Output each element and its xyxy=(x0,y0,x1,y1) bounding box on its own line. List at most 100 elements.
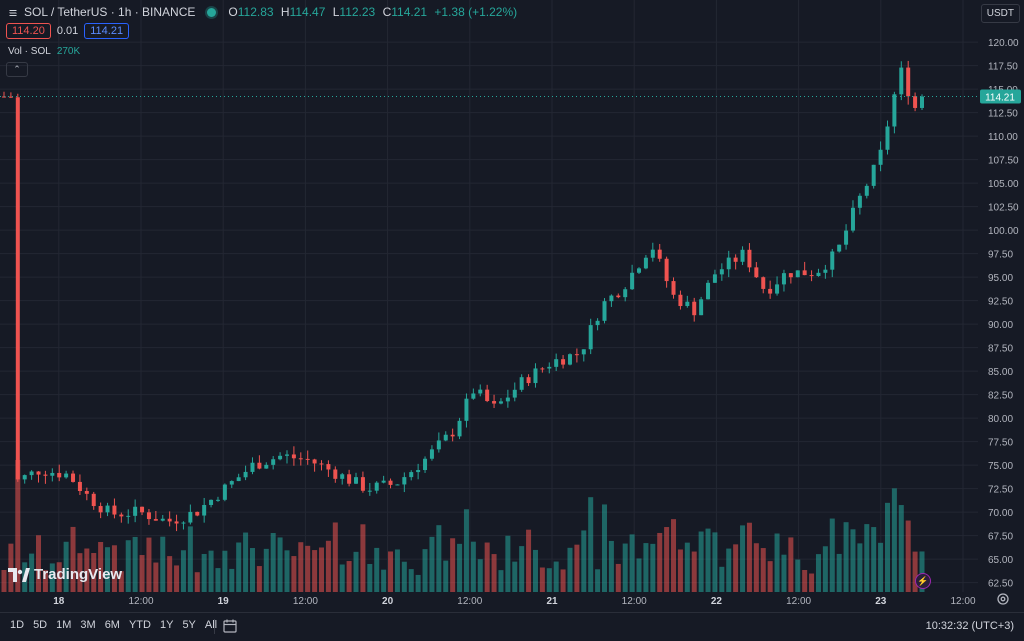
volume-bar xyxy=(153,562,159,592)
settings-gear-icon[interactable] xyxy=(996,592,1010,606)
spread-value: 0.01 xyxy=(56,25,79,37)
symbol-title[interactable]: SOL / TetherUS · 1h · BINANCE xyxy=(24,5,196,19)
candle-body xyxy=(485,389,490,402)
price-tick-label: 80.00 xyxy=(988,414,1013,425)
volume-bar xyxy=(546,568,552,592)
volume-series xyxy=(1,460,925,592)
volume-bar xyxy=(809,573,815,592)
buy-button[interactable]: 114.21 xyxy=(84,23,130,39)
last-price-value: 114.21 xyxy=(985,93,1015,104)
candle-body xyxy=(388,480,393,485)
volume-bar xyxy=(111,545,117,592)
range-all[interactable]: All xyxy=(204,619,218,631)
price-tick-label: 105.00 xyxy=(988,179,1019,190)
volume-bar xyxy=(484,542,490,592)
volume-value: 270K xyxy=(56,46,81,57)
volume-bar xyxy=(650,543,656,592)
range-1m[interactable]: 1M xyxy=(56,619,72,631)
range-1y[interactable]: 1Y xyxy=(159,619,174,631)
volume-bar xyxy=(325,540,331,592)
volume-bar xyxy=(174,565,180,592)
volume-bar xyxy=(415,574,421,592)
candle-body xyxy=(685,301,690,307)
candle-body xyxy=(816,272,821,276)
candle-body xyxy=(243,471,248,478)
candle-body xyxy=(450,434,455,437)
candle-body xyxy=(140,506,145,513)
volume-bar xyxy=(553,561,559,592)
volume-bar xyxy=(201,553,207,592)
volume-bar xyxy=(567,547,573,592)
volume-bar xyxy=(194,572,200,592)
candle-body xyxy=(623,289,628,298)
volume-bar xyxy=(657,532,663,592)
trade-buttons: 114.20 0.01 114.21 xyxy=(6,23,130,39)
utc-clock[interactable]: 10:32:32 (UTC+3) xyxy=(925,620,1014,632)
candle-body xyxy=(809,275,814,277)
candle-body xyxy=(340,474,345,479)
volume-bar xyxy=(726,548,732,592)
candle-body xyxy=(561,359,566,365)
candle-body xyxy=(146,512,151,520)
time-tick-label: 12:00 xyxy=(128,596,153,607)
candle-body xyxy=(50,472,55,476)
range-6m[interactable]: 6M xyxy=(104,619,120,631)
go-to-date-icon[interactable] xyxy=(222,618,238,634)
time-tick-label: 12:00 xyxy=(786,596,811,607)
volume-bar xyxy=(98,542,104,592)
time-axis[interactable]: 18 12:00 19 12:00 20 12:00 21 12:00 22 12:00 23 12:… xyxy=(53,596,1024,607)
candle-body xyxy=(57,472,62,478)
time-tick-label: 18 xyxy=(53,596,65,607)
tradingview-logo[interactable]: TradingView xyxy=(8,566,122,583)
volume-bar xyxy=(436,525,442,592)
candle-body xyxy=(671,281,676,295)
volume-bar xyxy=(588,497,594,592)
range-3m[interactable]: 3M xyxy=(80,619,96,631)
volume-bar xyxy=(629,534,635,592)
sell-button[interactable]: 114.20 xyxy=(6,23,51,39)
volume-bar xyxy=(270,533,276,592)
volume-bar xyxy=(815,554,821,592)
candle-body xyxy=(464,398,469,421)
candle-body xyxy=(202,504,207,516)
volume-bar xyxy=(346,561,352,592)
volume-bar xyxy=(843,522,849,592)
candle-body xyxy=(153,519,158,521)
volume-bar xyxy=(746,522,752,592)
price-tick-label: 90.00 xyxy=(988,320,1013,331)
candle-body xyxy=(188,511,193,523)
candle-body xyxy=(733,257,738,262)
range-1d[interactable]: 1D xyxy=(10,619,25,631)
currency-selector[interactable]: USDT xyxy=(980,4,1020,23)
candle-body xyxy=(498,401,503,404)
price-axis[interactable]: 62.50 65.00 67.50 70.00 72.50 75.00 77.50 80.00… xyxy=(988,38,1019,590)
candle-body xyxy=(533,368,538,384)
time-tick-label: 12:00 xyxy=(622,596,647,607)
candle-body xyxy=(664,258,669,282)
range-5d[interactable]: 5D xyxy=(33,619,48,631)
volume-bar xyxy=(443,560,449,592)
lightning-icon[interactable]: ⚡ xyxy=(915,573,931,589)
candle-body xyxy=(126,515,131,517)
candle-body xyxy=(512,389,517,398)
volume-bar xyxy=(574,544,580,592)
volume-bar xyxy=(353,551,359,592)
volume-bar xyxy=(781,554,787,592)
candle-body xyxy=(712,274,717,283)
candle-body xyxy=(8,96,13,98)
volume-bar xyxy=(394,549,400,592)
volume-bar xyxy=(519,546,525,592)
range-ytd[interactable]: YTD xyxy=(128,619,151,631)
range-5y[interactable]: 5Y xyxy=(182,619,196,631)
candle-body xyxy=(492,401,497,404)
candle-body xyxy=(181,522,186,524)
volume-bar xyxy=(339,564,345,592)
price-tick-label: 67.50 xyxy=(988,532,1013,543)
collapse-legend-button[interactable]: ⌃ xyxy=(6,62,28,77)
candle-body xyxy=(333,469,338,479)
candle-body xyxy=(609,295,614,302)
candle-body xyxy=(878,149,883,165)
volume-bar xyxy=(505,535,511,592)
volume-bar xyxy=(160,536,166,592)
